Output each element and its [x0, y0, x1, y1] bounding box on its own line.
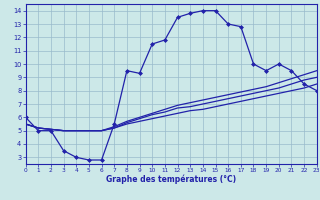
- X-axis label: Graphe des températures (°C): Graphe des températures (°C): [106, 175, 236, 184]
